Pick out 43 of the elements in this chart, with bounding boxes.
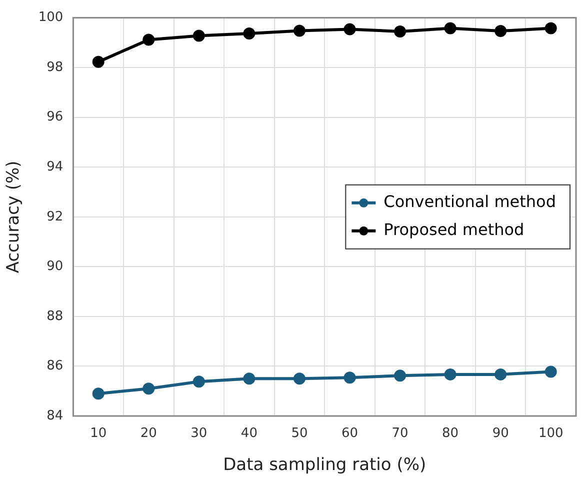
point <box>293 372 306 385</box>
y-tick-label: 98 <box>46 60 64 75</box>
x-tick-label: 40 <box>240 426 258 442</box>
y-tick-label: 90 <box>46 259 64 274</box>
y-tick-label: 92 <box>46 209 64 224</box>
point <box>243 372 256 385</box>
y-tick-label: 86 <box>46 358 64 374</box>
x-tick-label: 80 <box>442 426 459 442</box>
y-tick-label: 88 <box>46 308 64 324</box>
legend-label: Proposed method <box>384 220 524 240</box>
point <box>344 23 356 36</box>
x-tick-label: 60 <box>341 426 358 442</box>
y-tick-label: 84 <box>46 408 64 424</box>
point <box>243 27 256 40</box>
point <box>192 30 205 42</box>
point <box>494 24 507 37</box>
point <box>142 34 155 46</box>
point <box>192 376 205 388</box>
point <box>92 56 104 68</box>
point <box>344 372 356 384</box>
point <box>394 25 406 38</box>
x-tick-label: 70 <box>392 426 408 442</box>
x-tick-label: 20 <box>140 426 157 442</box>
point <box>444 22 456 34</box>
point <box>394 370 406 382</box>
x-tick-label: 10 <box>90 426 107 442</box>
y-tick-label: 100 <box>38 10 64 26</box>
x-tick-label: 100 <box>538 426 564 442</box>
legend-label: Conventional method <box>384 192 556 212</box>
y-tick-label: 96 <box>46 110 64 125</box>
point <box>494 368 507 380</box>
point <box>544 366 557 378</box>
point <box>142 382 155 395</box>
y-axis-title: Accuracy (%) <box>4 160 24 274</box>
point <box>92 388 104 400</box>
x-tick-label: 30 <box>190 426 208 442</box>
x-tick-label: 50 <box>291 426 308 442</box>
x-tick-label: 90 <box>492 426 509 442</box>
point <box>444 368 456 380</box>
y-tick-label: 94 <box>46 160 64 174</box>
point <box>293 24 306 37</box>
point <box>544 22 557 34</box>
x-axis-title: Data sampling ratio (%) <box>223 455 426 476</box>
